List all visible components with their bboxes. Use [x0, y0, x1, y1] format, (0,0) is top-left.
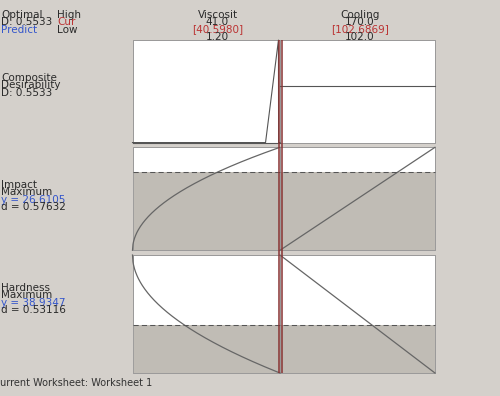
Text: 41.0: 41.0 [206, 17, 229, 27]
Text: D: 0.5533: D: 0.5533 [1, 88, 52, 98]
Text: Low: Low [58, 25, 78, 34]
Bar [132, 255, 280, 373]
Text: [102.6869]: [102.6869] [331, 25, 389, 34]
Text: Cooling: Cooling [340, 10, 380, 20]
Bar [132, 255, 280, 373]
Bar [280, 172, 435, 250]
Text: Predict: Predict [1, 25, 37, 34]
Text: Maximum: Maximum [1, 290, 52, 300]
Bar [280, 147, 435, 250]
Text: Hardness: Hardness [1, 283, 50, 293]
Text: 170.0: 170.0 [345, 17, 375, 27]
Text: Cur: Cur [58, 17, 76, 27]
Bar [280, 255, 435, 373]
Bar [280, 40, 435, 143]
Text: Viscosit: Viscosit [198, 10, 237, 20]
Text: D: 0.5533: D: 0.5533 [1, 17, 52, 27]
Text: Desirability: Desirability [1, 80, 60, 90]
Text: High: High [58, 10, 82, 20]
Text: d = 0.57632: d = 0.57632 [1, 202, 66, 212]
Text: y = 26.6105: y = 26.6105 [1, 195, 66, 205]
Bar [132, 40, 280, 143]
Bar [132, 172, 280, 250]
Bar [132, 147, 280, 250]
Text: Impact: Impact [1, 180, 37, 190]
Bar [280, 147, 435, 250]
Bar [132, 40, 280, 143]
Text: Maximum: Maximum [1, 187, 52, 197]
Text: Composite: Composite [1, 73, 57, 83]
Text: urrent Worksheet: Worksheet 1: urrent Worksheet: Worksheet 1 [0, 378, 152, 388]
Text: 1.20: 1.20 [206, 32, 229, 42]
Bar [280, 325, 435, 373]
Text: d = 0.53116: d = 0.53116 [1, 305, 66, 315]
Text: 102.0: 102.0 [345, 32, 375, 42]
Bar [132, 147, 280, 250]
Bar [280, 40, 435, 143]
Text: [40.5980]: [40.5980] [192, 25, 243, 34]
Bar [132, 325, 280, 373]
Text: y = 38.9347: y = 38.9347 [1, 298, 66, 308]
Bar [280, 255, 435, 373]
Text: Optimal: Optimal [1, 10, 42, 20]
